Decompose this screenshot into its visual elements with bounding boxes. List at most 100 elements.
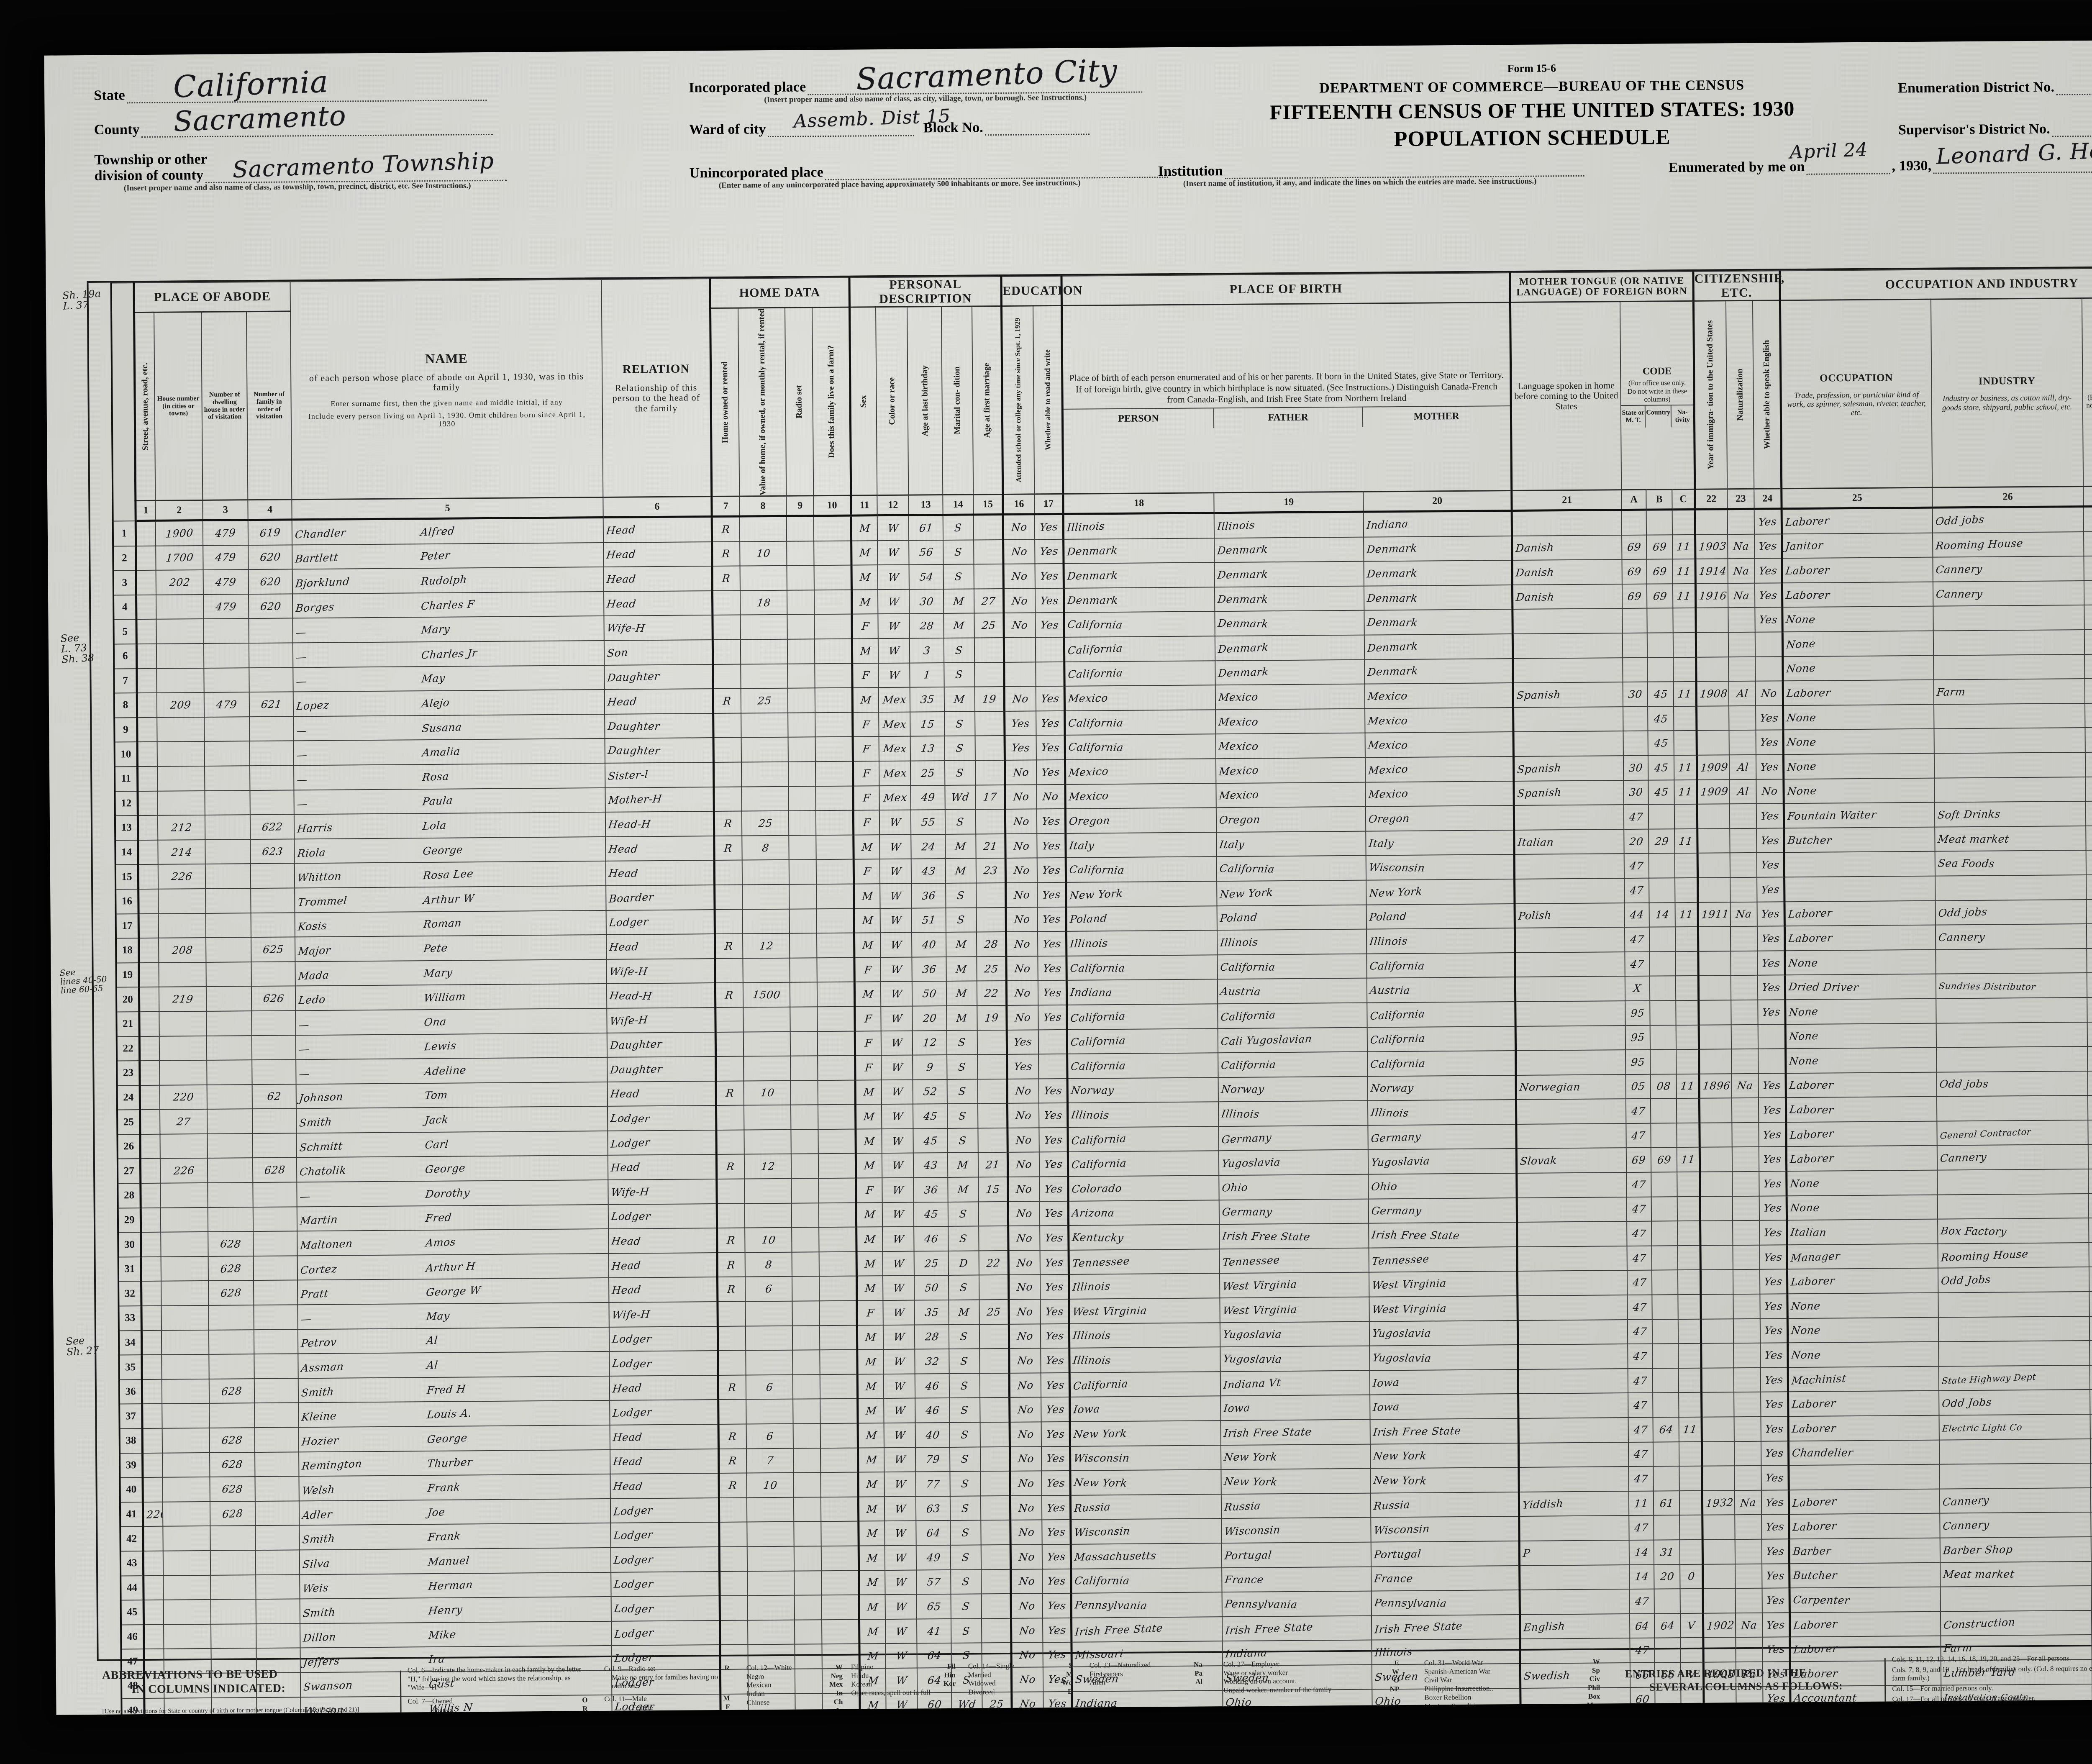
cell-b[interactable] <box>1647 608 1674 633</box>
cell-marital[interactable]: M <box>944 687 975 712</box>
cell-lang[interactable] <box>1517 1197 1627 1223</box>
cell-imm[interactable]: 1911 <box>1698 902 1731 927</box>
cell-race[interactable]: W <box>884 1496 916 1521</box>
cell-pob[interactable]: Kentucky <box>1068 1224 1220 1250</box>
cell-code[interactable]: 7819 <box>2089 1267 2092 1292</box>
cell-c[interactable]: 11 <box>1679 1417 1702 1442</box>
cell-family[interactable] <box>254 1378 298 1403</box>
cell-race[interactable]: W <box>881 1079 913 1105</box>
cell-marital[interactable]: S <box>944 711 975 736</box>
cell-house[interactable]: 209 <box>157 692 205 718</box>
cell-school[interactable]: No <box>1004 613 1036 638</box>
cell-relation[interactable]: Wife-H <box>608 1179 717 1205</box>
cell-nat[interactable]: Na <box>1727 534 1755 559</box>
cell-pob[interactable]: Mexico <box>1065 783 1217 809</box>
cell-b[interactable] <box>1651 1172 1678 1197</box>
cell-fpob[interactable]: New York <box>1217 880 1366 906</box>
cell-agem[interactable]: 19 <box>977 1005 1007 1030</box>
cell-a[interactable] <box>1622 608 1647 633</box>
cell-sex[interactable]: F <box>855 1006 881 1031</box>
cell-mpob[interactable]: Mexico <box>1365 756 1514 782</box>
cell-mpob[interactable]: Illinois <box>1367 1100 1517 1126</box>
cell-value[interactable] <box>740 664 788 689</box>
cell-fpob[interactable]: Pennsylvania <box>1222 1591 1372 1617</box>
cell-race[interactable]: W <box>878 614 910 639</box>
cell-family[interactable]: 628 <box>253 1157 297 1183</box>
cell-c[interactable] <box>1679 1368 1702 1393</box>
cell-family[interactable] <box>253 1207 297 1232</box>
cell-rw[interactable]: Yes <box>1041 1495 1071 1520</box>
cell-age[interactable]: 63 <box>916 1496 950 1521</box>
cell-own[interactable] <box>712 615 741 640</box>
cell-pob[interactable]: California <box>1071 1567 1222 1593</box>
cell-rw[interactable]: Yes <box>1037 858 1066 883</box>
cell-pob[interactable]: Colorado <box>1068 1175 1220 1201</box>
cell-age[interactable]: 57 <box>916 1569 951 1595</box>
cell-agem[interactable] <box>979 1373 1010 1398</box>
cell-fpob[interactable]: Mexico <box>1215 708 1365 734</box>
cell-dwell[interactable]: 479 <box>203 569 249 595</box>
cell-rw[interactable]: Yes <box>1036 833 1066 858</box>
cell-street[interactable] <box>141 1281 162 1306</box>
cell-b[interactable] <box>1651 1196 1678 1221</box>
cell-rw[interactable]: Yes <box>1040 1299 1069 1324</box>
cell-agem[interactable] <box>981 1618 1012 1643</box>
cell-mpob[interactable]: Poland <box>1366 903 1515 929</box>
cell-marital[interactable]: M <box>949 1300 979 1325</box>
cell-ind[interactable]: Soft Drinks <box>1934 801 2086 827</box>
cell-age[interactable]: 46 <box>914 1226 949 1251</box>
cell-marital[interactable]: S <box>943 540 974 565</box>
cell-marital[interactable]: M <box>943 613 974 638</box>
cell-imm[interactable] <box>1699 1049 1732 1074</box>
cell-b[interactable]: 64 <box>1654 1613 1681 1638</box>
cell-pob[interactable]: California <box>1068 1151 1219 1177</box>
cell-imm[interactable] <box>1697 828 1730 854</box>
cell-nat[interactable] <box>1735 1588 1763 1613</box>
cell-farm[interactable] <box>818 1104 856 1130</box>
cell-b[interactable]: 69 <box>1651 1147 1677 1172</box>
cell-sex[interactable]: F <box>857 1300 884 1326</box>
cell-farm[interactable] <box>817 1031 855 1056</box>
cell-pob[interactable]: Illinois <box>1069 1322 1220 1349</box>
cell-rw[interactable]: No <box>1036 784 1066 809</box>
cell-b[interactable]: 45 <box>1648 731 1674 756</box>
cell-agem[interactable] <box>979 1275 1009 1300</box>
cell-school[interactable]: No <box>1003 514 1035 540</box>
cell-marital[interactable]: S <box>949 1324 979 1349</box>
cell-radio[interactable] <box>793 1448 821 1473</box>
cell-farm[interactable] <box>816 933 855 958</box>
cell-house[interactable] <box>161 1305 209 1331</box>
cell-school[interactable]: No <box>1011 1618 1043 1643</box>
cell-b[interactable] <box>1652 1319 1679 1344</box>
cell-ind[interactable]: Barber Shop <box>1940 1536 2091 1563</box>
cell-value[interactable] <box>741 713 788 738</box>
cell-house[interactable] <box>161 1281 209 1306</box>
cell-pob[interactable]: Denmark <box>1064 587 1215 613</box>
cell-school[interactable]: No <box>1006 980 1038 1005</box>
cell-family[interactable] <box>251 888 295 913</box>
cell-a[interactable]: 47 <box>1628 1319 1653 1344</box>
cell-race[interactable]: W <box>883 1300 915 1325</box>
cell-c[interactable]: 11 <box>1674 828 1698 854</box>
cell-rw[interactable]: Yes <box>1035 588 1064 613</box>
cell-race[interactable]: W <box>880 883 912 908</box>
cell-age[interactable]: 45 <box>913 1104 948 1129</box>
cell-sex[interactable]: F <box>852 614 879 639</box>
cell-mpob[interactable]: Irish Free State <box>1369 1222 1518 1248</box>
cell-code[interactable]: 7816 <box>2088 1144 2092 1169</box>
cell-eng[interactable]: Yes <box>1756 803 1784 828</box>
cell-race[interactable]: W <box>882 1153 914 1178</box>
cell-ind[interactable]: Odd jobs <box>1932 506 2084 533</box>
cell-radio[interactable] <box>790 957 817 983</box>
cell-farm[interactable] <box>814 638 852 664</box>
cell-marital[interactable]: S <box>950 1569 982 1595</box>
cell-eng[interactable] <box>1758 1024 1786 1049</box>
cell-imm[interactable] <box>1700 1269 1733 1295</box>
cell-age[interactable]: 49 <box>910 785 945 810</box>
cell-fpob[interactable]: Denmark <box>1215 586 1364 612</box>
cell-a[interactable]: 69 <box>1622 559 1647 584</box>
cell-farm[interactable] <box>820 1374 858 1399</box>
cell-nat[interactable] <box>1730 877 1757 902</box>
cell-imm[interactable]: 1932 <box>1702 1490 1735 1515</box>
cell-nat[interactable] <box>1733 1318 1761 1344</box>
